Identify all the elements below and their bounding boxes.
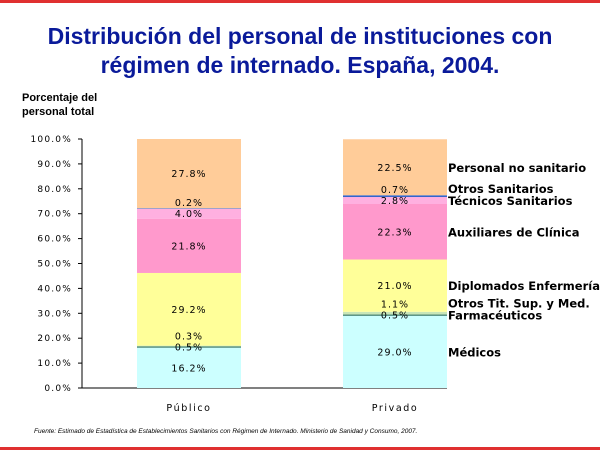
data-label: 16.2% xyxy=(171,363,206,374)
data-label: 27.8% xyxy=(171,169,206,180)
data-label: 22.5% xyxy=(377,163,412,174)
bar-segment xyxy=(343,197,447,204)
y-tick-label: 80.0% xyxy=(37,185,72,195)
data-label: 4.0% xyxy=(175,209,203,220)
data-label: 0.2% xyxy=(175,198,203,209)
data-label: 21.8% xyxy=(171,241,206,252)
bar-segment xyxy=(137,139,241,209)
legend-item: Médicos xyxy=(448,345,501,359)
y-tick-label: 60.0% xyxy=(37,235,72,245)
bar-segment xyxy=(343,139,447,196)
y-tick-label: 70.0% xyxy=(37,210,72,220)
y-tick-label: 10.0% xyxy=(37,359,72,369)
source-note: Fuente: Estimado de Estadística de Estab… xyxy=(34,428,418,435)
bar-segment xyxy=(343,195,447,198)
data-label: 2.8% xyxy=(381,196,409,207)
data-label: 0.7% xyxy=(381,185,409,196)
bar-segment xyxy=(137,208,241,219)
legend-item: Auxiliares de Clínica xyxy=(448,225,579,239)
y-tick-label: 30.0% xyxy=(37,309,72,319)
legend-item: Técnicos Sanitarios xyxy=(448,194,573,208)
data-label: 29.2% xyxy=(171,305,206,316)
data-label: 0.5% xyxy=(381,311,409,322)
bar-segment xyxy=(137,272,241,346)
bar-segment xyxy=(343,203,447,260)
chart-title: Distribución del personal de institucion… xyxy=(47,23,553,78)
bar-segment xyxy=(137,208,241,209)
bar-segment xyxy=(137,346,241,348)
data-label: 21.0% xyxy=(377,281,412,292)
bar-segment xyxy=(343,311,447,315)
x-tick-label: Público xyxy=(166,403,211,414)
y-tick-label: 40.0% xyxy=(37,284,72,294)
data-label: 1.1% xyxy=(381,300,409,311)
legend-item: Diplomados Enfermería xyxy=(448,279,600,293)
bar-segment xyxy=(343,314,447,316)
data-label: 22.3% xyxy=(377,227,412,238)
bottom-border xyxy=(0,447,600,450)
y-tick-label: 20.0% xyxy=(37,334,72,344)
bar-segment xyxy=(343,259,447,312)
y-tick-label: 100.0% xyxy=(30,135,72,145)
legend-item: Otros Sanitarios xyxy=(448,182,554,196)
x-tick-label: Privado xyxy=(372,403,419,414)
bar-segment xyxy=(137,347,241,388)
legend-item: Personal no sanitario xyxy=(448,161,586,175)
data-label: 0.3% xyxy=(175,332,203,343)
bar-segment xyxy=(137,218,241,273)
y-tick-label: 50.0% xyxy=(37,260,72,270)
top-border xyxy=(0,0,600,3)
legend-item: Otros Tit. Sup. y Med. xyxy=(448,297,590,311)
y-tick-label: 0.0% xyxy=(44,384,72,394)
bar-segment xyxy=(343,315,447,388)
legend-item: Farmacéuticos xyxy=(448,309,542,323)
bar-segment xyxy=(137,345,241,347)
y-tick-label: 90.0% xyxy=(37,160,72,170)
data-label: 0.5% xyxy=(175,343,203,354)
data-label: 29.0% xyxy=(377,347,412,358)
y-axis-label: Porcentaje del personal total xyxy=(22,92,98,118)
